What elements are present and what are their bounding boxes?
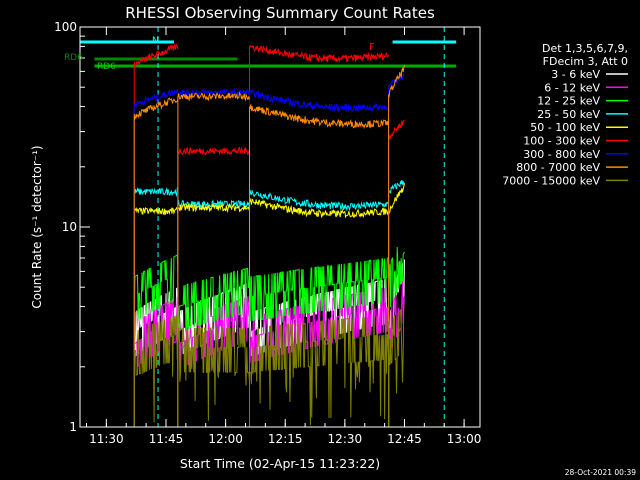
plot-layer (80, 27, 457, 427)
legend-label-5: 50 - 100 keV (530, 121, 600, 134)
x-tick-label-6: 12:45 (387, 432, 422, 446)
rd6-label-bottom: RD6 (97, 62, 116, 72)
y-axis-label: Count Rate (s⁻¹ detector⁻¹) (30, 145, 44, 308)
legend-label-9: 7000 - 15000 keV (502, 174, 600, 187)
legend-header-line-1: Det 1,3,5,6,7,9, (542, 42, 628, 55)
x-tick-label-5: 12:30 (328, 432, 363, 446)
series-line-9 (133, 306, 405, 427)
x-tick-label-1: 11:30 (89, 432, 124, 446)
legend-header-line-2: FDecim 3, Att 0 (543, 55, 628, 68)
x-axis-label: Start Time (02-Apr-15 11:23:22) (180, 456, 380, 471)
y-tick-label-3: 100 (54, 20, 77, 34)
legend-label-1: 3 - 6 keV (551, 68, 600, 81)
chart-title: RHESSI Observing Summary Count Rates (125, 4, 435, 22)
flag-f-label: F (369, 42, 375, 53)
x-tick-label-2: 11:45 (149, 432, 184, 446)
x-tick-label-7: 13:00 (447, 432, 482, 446)
timestamp-label: 28-Oct-2021 00:39 (565, 468, 636, 477)
legend-label-3: 12 - 25 keV (537, 95, 600, 108)
rd6-label-top: RD6 (64, 53, 83, 63)
legend-label-4: 25 - 50 keV (537, 108, 600, 121)
legend-label-7: 300 - 800 keV (523, 148, 600, 161)
flag-n-label: N (152, 36, 159, 46)
axis-ticks: 11:30 11:45 12:00 12:15 12:30 12:45 13:00 1 10 10… (54, 20, 481, 446)
legend-label-2: 6 - 12 keV (544, 81, 600, 94)
x-tick-label-4: 12:15 (268, 432, 303, 446)
y-tick-label-1: 1 (69, 420, 77, 434)
legend-label-8: 800 - 7000 keV (516, 161, 600, 174)
x-tick-label-3: 12:00 (208, 432, 243, 446)
legend-label-6: 100 - 300 keV (523, 135, 600, 148)
legend: Det 1,3,5,6,7,9, FDecim 3, Att 0 3 - 6 k… (502, 42, 628, 187)
y-tick-label-2: 10 (62, 220, 77, 234)
series-line-8 (133, 64, 405, 427)
